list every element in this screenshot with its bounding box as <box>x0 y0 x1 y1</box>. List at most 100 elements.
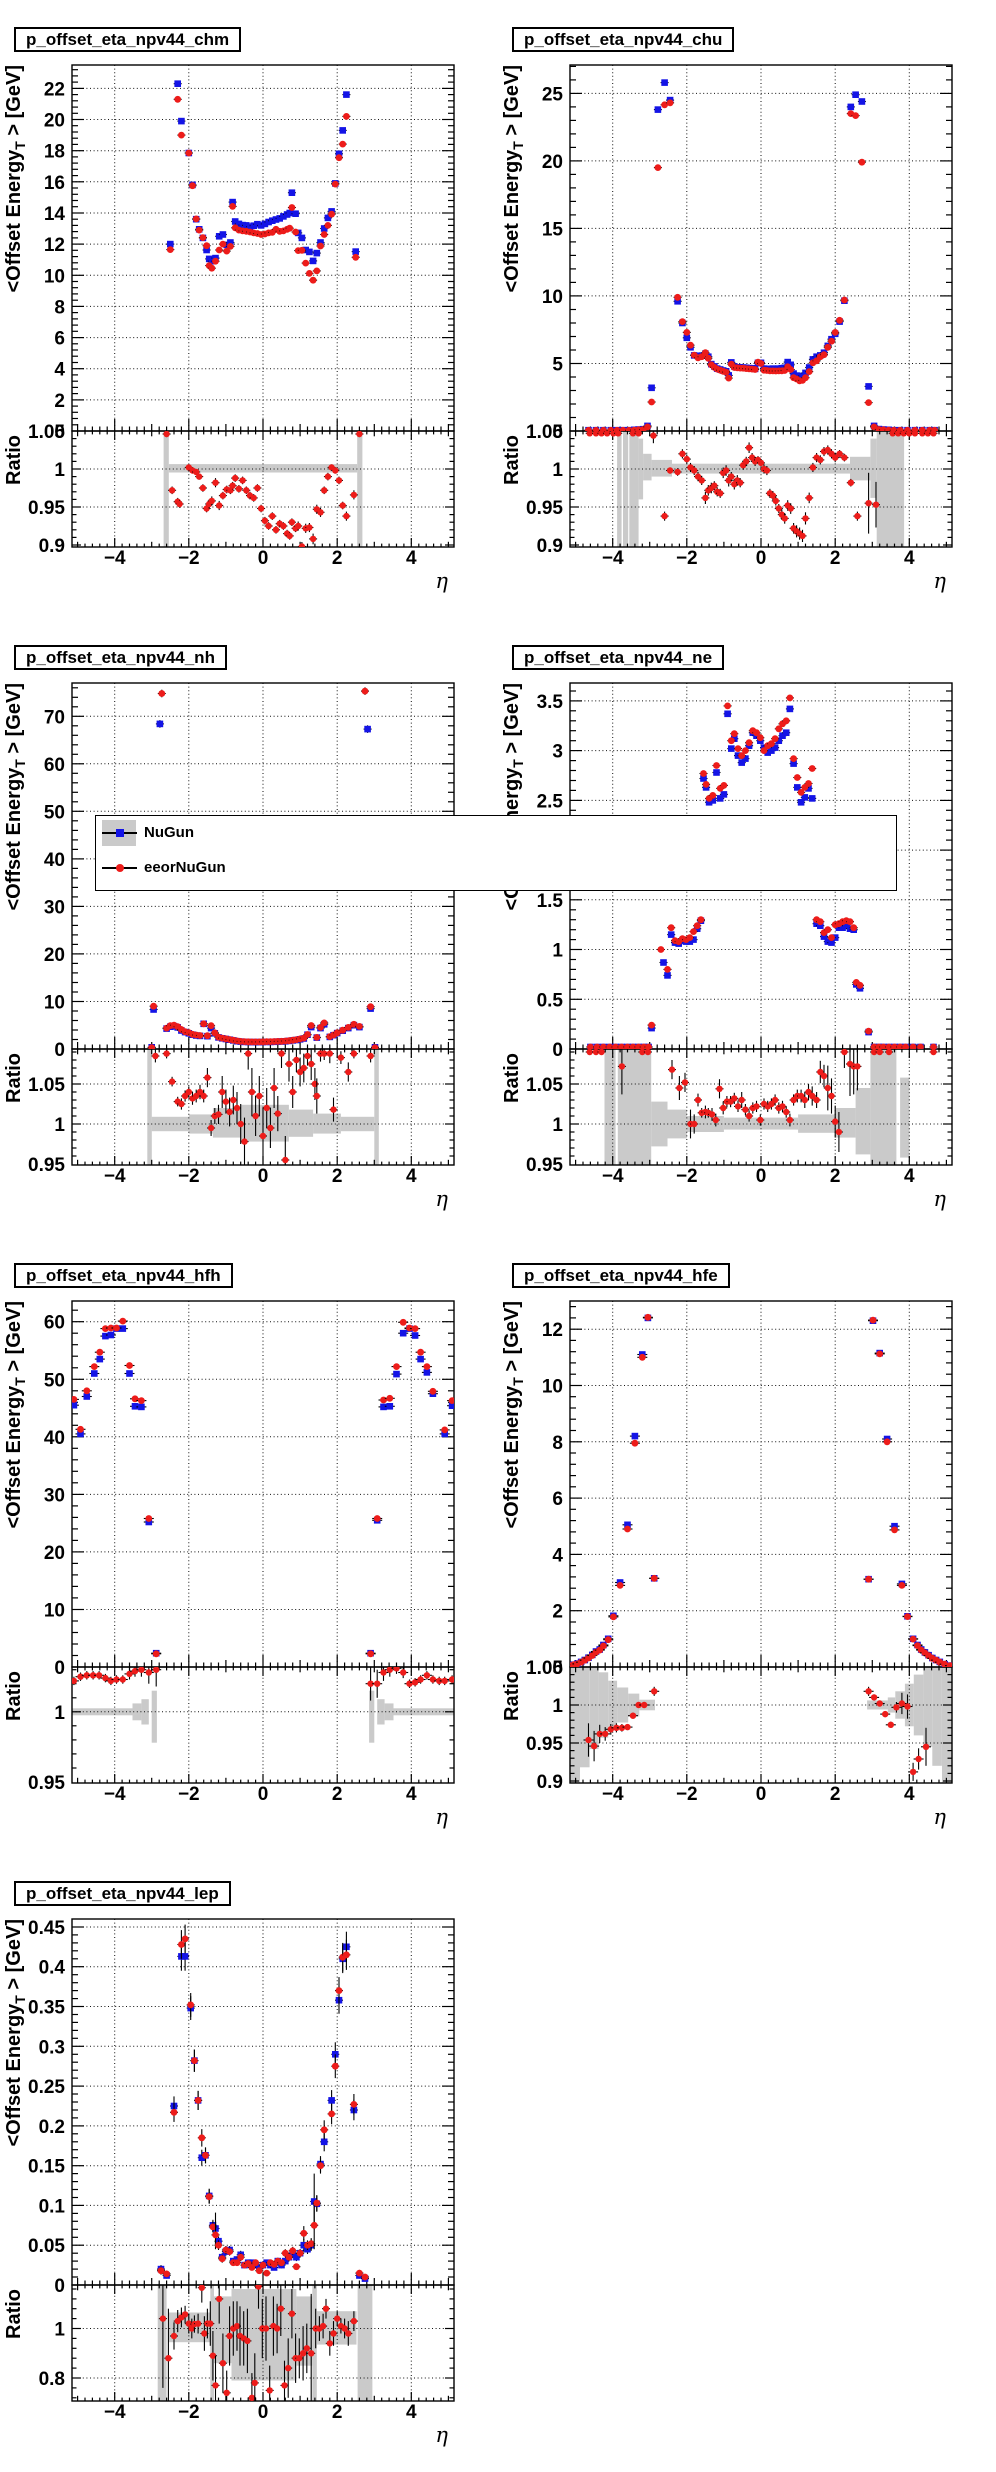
svg-text:4: 4 <box>904 548 915 569</box>
svg-text:40: 40 <box>44 850 65 871</box>
svg-text:<Offset EnergyT > [GeV]: <Offset EnergyT > [GeV] <box>3 65 28 293</box>
svg-text:1.05: 1.05 <box>28 422 65 443</box>
svg-text:−4: −4 <box>104 2402 126 2423</box>
svg-text:−4: −4 <box>104 1166 126 1187</box>
svg-text:−2: −2 <box>178 2402 200 2423</box>
svg-text:0: 0 <box>54 1040 65 1061</box>
svg-text:1: 1 <box>552 941 563 962</box>
svg-text:0.5: 0.5 <box>537 990 564 1011</box>
svg-text:5: 5 <box>552 355 563 376</box>
svg-text:1: 1 <box>552 1696 563 1717</box>
svg-text:0.95: 0.95 <box>28 1773 65 1794</box>
svg-text:2.5: 2.5 <box>537 791 564 812</box>
svg-text:0.95: 0.95 <box>526 1155 563 1176</box>
svg-text:4: 4 <box>406 2402 417 2423</box>
svg-text:60: 60 <box>44 1313 65 1334</box>
svg-text:0.8: 0.8 <box>39 2369 65 2390</box>
chart-title-ne: p_offset_eta_npv44_ne <box>512 645 725 670</box>
svg-text:0: 0 <box>756 1166 767 1187</box>
svg-text:4: 4 <box>406 548 417 569</box>
svg-text:−2: −2 <box>178 1166 200 1187</box>
chart-panel-nh: 0.95 1 1.05 0 10 20 30 40 50 60 70 −4 −2 0 2 4 <Offset E… <box>0 618 498 1236</box>
chart-plot-lep: 0.8 1 0 0.05 0.1 0.15 0.2 0.25 0.3 0.35 0.4 0.45 −4 −… <box>0 1854 498 2472</box>
svg-text:30: 30 <box>44 897 65 918</box>
svg-text:0: 0 <box>54 422 65 443</box>
svg-text:0: 0 <box>54 1658 65 1679</box>
svg-text:70: 70 <box>44 707 65 728</box>
legend-entry-nugun: NuGun <box>144 824 194 841</box>
svg-text:22: 22 <box>44 79 65 100</box>
svg-text:0.9: 0.9 <box>537 536 563 557</box>
svg-text:14: 14 <box>44 204 66 225</box>
svg-text:0.95: 0.95 <box>28 1155 65 1176</box>
svg-text:Ratio: Ratio <box>501 1053 523 1103</box>
svg-text:η: η <box>435 1805 448 1829</box>
svg-text:1: 1 <box>54 460 65 481</box>
nugun-square-marker-icon <box>116 829 124 837</box>
svg-text:0.9: 0.9 <box>39 536 65 557</box>
chart-title-chu: p_offset_eta_npv44_chu <box>512 27 735 52</box>
legend-box: NuGun eeorNuGun <box>95 815 897 891</box>
svg-text:0: 0 <box>258 1784 269 1805</box>
svg-text:10: 10 <box>44 1601 65 1622</box>
svg-text:6: 6 <box>552 1489 563 1510</box>
svg-text:4: 4 <box>552 1545 563 1566</box>
svg-text:4: 4 <box>904 1166 915 1187</box>
svg-text:0: 0 <box>258 548 269 569</box>
svg-text:40: 40 <box>44 1428 65 1449</box>
svg-text:12: 12 <box>44 235 65 256</box>
svg-text:2: 2 <box>332 548 343 569</box>
svg-text:−2: −2 <box>676 548 698 569</box>
svg-text:Ratio: Ratio <box>501 1671 523 1721</box>
svg-text:60: 60 <box>44 755 65 776</box>
svg-text:2: 2 <box>332 1166 343 1187</box>
svg-text:<Offset EnergyT > [GeV]: <Offset EnergyT > [GeV] <box>3 1919 28 2147</box>
svg-text:0.3: 0.3 <box>39 2037 65 2058</box>
svg-text:1.05: 1.05 <box>28 1075 65 1096</box>
svg-text:10: 10 <box>44 993 65 1014</box>
svg-text:0.4: 0.4 <box>39 1958 66 1979</box>
chart-panel-hfe: 0.9 0.95 1 1.05 0 2 4 6 8 10 12 −4 −2 0 2 4 <Offset Ener… <box>498 1236 996 1854</box>
chart-panel-lep: 0.8 1 0 0.05 0.1 0.15 0.2 0.25 0.3 0.35 0.4 0.45 −4 −… <box>0 1854 498 2472</box>
svg-text:η: η <box>933 569 946 593</box>
svg-text:2: 2 <box>332 1784 343 1805</box>
svg-text:0: 0 <box>258 1166 269 1187</box>
svg-text:Ratio: Ratio <box>3 1671 25 1721</box>
svg-text:6: 6 <box>54 329 65 350</box>
svg-text:10: 10 <box>542 287 563 308</box>
svg-text:0.2: 0.2 <box>39 2117 65 2138</box>
svg-text:Ratio: Ratio <box>3 2289 25 2339</box>
svg-text:1.5: 1.5 <box>537 891 564 912</box>
svg-text:−4: −4 <box>602 548 624 569</box>
chart-panel-hfh: 0.95 1 0 10 20 30 40 50 60 −4 −2 0 2 4 <Offset EnergyT… <box>0 1236 498 1854</box>
chart-title-nh: p_offset_eta_npv44_nh <box>14 645 227 670</box>
svg-text:20: 20 <box>44 945 65 966</box>
svg-text:30: 30 <box>44 1485 65 1506</box>
svg-text:−4: −4 <box>104 1784 126 1805</box>
svg-text:25: 25 <box>542 84 564 105</box>
eeornugun-circle-marker-icon <box>116 864 124 872</box>
svg-text:0.15: 0.15 <box>28 2157 65 2178</box>
svg-text:0: 0 <box>552 1658 563 1679</box>
svg-text:0.05: 0.05 <box>28 2236 65 2257</box>
svg-text:3: 3 <box>552 742 563 763</box>
svg-text:η: η <box>933 1805 946 1829</box>
svg-text:50: 50 <box>44 802 65 823</box>
svg-text:2: 2 <box>332 2402 343 2423</box>
svg-text:Ratio: Ratio <box>501 435 523 485</box>
svg-text:−4: −4 <box>104 548 126 569</box>
svg-text:<Offset EnergyT > [GeV]: <Offset EnergyT > [GeV] <box>501 1301 526 1529</box>
svg-text:2: 2 <box>552 1602 563 1623</box>
svg-text:0.9: 0.9 <box>537 1772 563 1793</box>
chart-panel-chm: 0.9 0.95 1 1.05 0 2 4 6 8 10 12 14 16 18 20 22 −4 −2 0 2 4 <O… <box>0 0 498 618</box>
svg-text:10: 10 <box>542 1377 563 1398</box>
svg-text:15: 15 <box>542 219 564 240</box>
svg-text:0.95: 0.95 <box>526 498 563 519</box>
svg-text:0: 0 <box>258 2402 269 2423</box>
chart-plot-ne: 0.9511.0500.511.522.533.5−4−2024<Offset … <box>498 618 996 1236</box>
svg-text:0: 0 <box>552 422 563 443</box>
svg-text:50: 50 <box>44 1370 65 1391</box>
svg-text:η: η <box>933 1187 946 1211</box>
